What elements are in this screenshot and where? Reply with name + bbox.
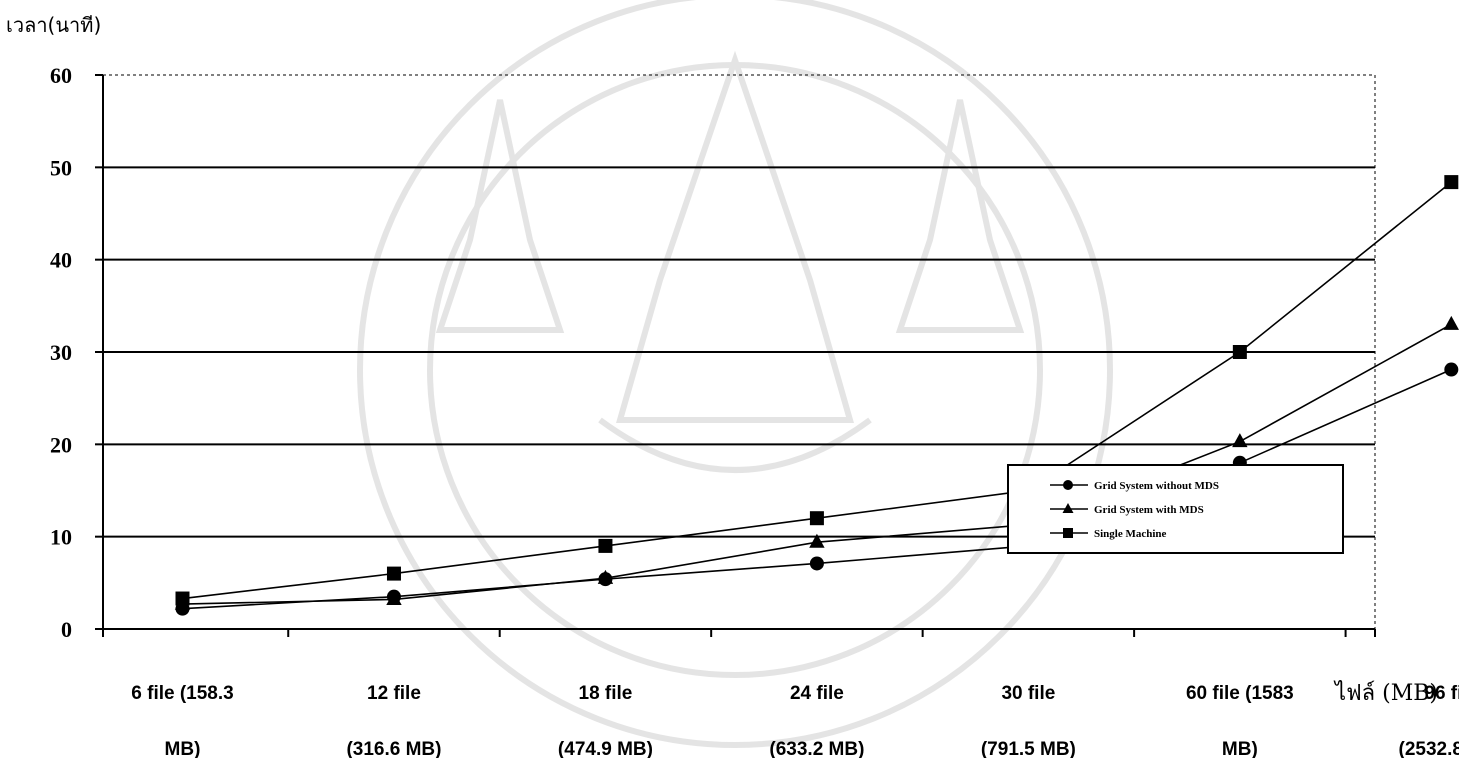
y-tick-labels: 0 10 20 30 40 50 60 [50, 63, 72, 642]
legend-marker [1063, 480, 1073, 490]
seal-watermark [357, 0, 1113, 748]
y-tick-label: 40 [50, 248, 72, 273]
legend-marker [1063, 528, 1073, 538]
x-tick-label: (316.6 MB) [346, 739, 441, 758]
y-axis-label: เวลา(นาที) [6, 13, 101, 37]
legend-label: Single Machine [1094, 528, 1167, 540]
y-tick-label: 30 [50, 340, 72, 365]
data-point [809, 556, 824, 571]
data-point [809, 511, 824, 526]
x-tick-labels: 6 file (158.3 MB) 12 file (316.6 MB) 18 file… [131, 683, 1459, 758]
data-point [1443, 315, 1459, 330]
x-tick-label: (633.2 MB) [769, 739, 864, 758]
legend-label: Grid System without MDS [1094, 480, 1219, 492]
x-tick-label: 60 file (1583 [1186, 683, 1294, 704]
x-tick-label: 24 file [790, 683, 844, 704]
legend-marker [1062, 503, 1074, 513]
axes [95, 74, 1376, 637]
x-tick-label: 18 file [579, 683, 633, 704]
data-point [1232, 345, 1247, 359]
series [174, 175, 1459, 616]
x-tick-label: 30 file [1001, 683, 1055, 704]
legend: Grid System without MDS Grid System with … [1007, 464, 1344, 554]
data-point [386, 591, 402, 606]
x-tick-label: 96 file [1424, 683, 1459, 704]
data-point [809, 533, 825, 548]
x-tick-label: MB) [165, 739, 201, 758]
y-tick-label: 10 [50, 525, 72, 550]
data-point [598, 538, 613, 553]
data-point [1444, 362, 1459, 377]
data-point [597, 569, 614, 584]
x-tick-label: (791.5 MB) [981, 739, 1076, 758]
data-point [1232, 433, 1248, 448]
legend-label: Grid System with MDS [1094, 504, 1204, 516]
x-tick-label: (474.9 MB) [558, 739, 653, 758]
x-tick-label: 12 file [367, 683, 421, 704]
x-axis-label: ไฟล์ (MB) [1333, 680, 1438, 706]
y-tick-label: 60 [50, 63, 72, 88]
data-point [1444, 175, 1459, 190]
data-point [175, 591, 190, 606]
x-tick-label: (2532.8 MB) [1399, 739, 1459, 758]
data-point [386, 566, 401, 581]
x-tick-label: 6 file (158.3 [131, 683, 233, 704]
y-tick-label: 0 [61, 617, 72, 642]
x-tick-label: MB) [1222, 739, 1258, 758]
y-tick-label: 20 [50, 432, 72, 457]
y-tick-label: 50 [50, 155, 72, 180]
